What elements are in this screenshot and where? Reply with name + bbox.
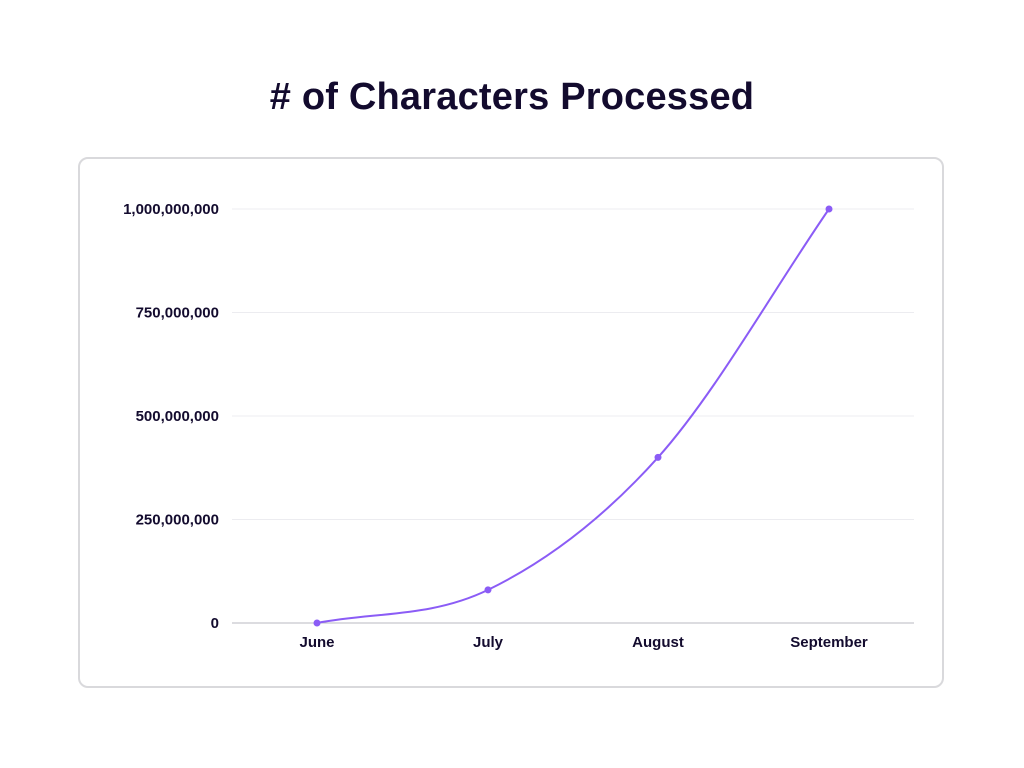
data-point — [313, 619, 321, 627]
chart-card — [78, 157, 944, 688]
y-tick-label: 1,000,000,000 — [123, 201, 219, 218]
series-line — [316, 208, 830, 624]
y-tick-label: 0 — [211, 615, 219, 632]
y-tick-label: 500,000,000 — [136, 408, 219, 425]
y-tick-label: 750,000,000 — [136, 305, 219, 322]
x-tick-label: June — [299, 634, 334, 651]
data-point — [654, 453, 662, 461]
x-tick-label: September — [790, 634, 868, 651]
data-point — [825, 205, 833, 213]
x-tick-label: August — [632, 634, 684, 651]
x-tick-label: July — [473, 634, 504, 651]
data-point — [484, 586, 492, 594]
y-tick-label: 250,000,000 — [136, 512, 219, 529]
chart-title: # of Characters Processed — [269, 76, 755, 118]
